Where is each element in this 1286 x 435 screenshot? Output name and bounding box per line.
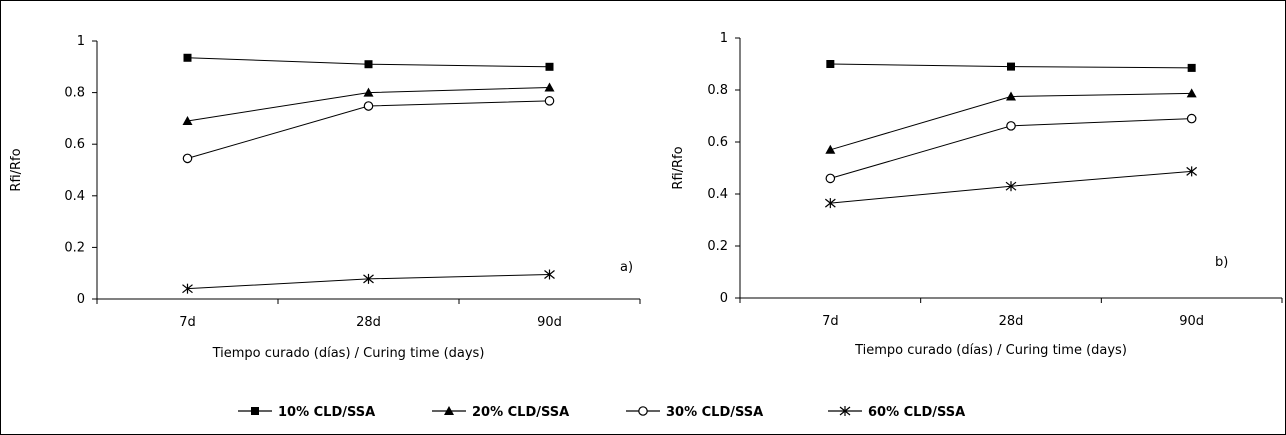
chart-panel-a: 0 0.2 0.4 0.6 0.8 1 7d 28d 90d Tiempo curado (día… xyxy=(9,34,641,361)
data-point-square xyxy=(1187,63,1196,72)
series-star xyxy=(182,269,555,294)
x-tick-label: 28d xyxy=(999,314,1024,329)
series-square xyxy=(183,53,554,71)
y-tick-label: 0.8 xyxy=(64,86,85,101)
y-tick-label: 0.6 xyxy=(64,137,85,152)
series-star xyxy=(824,166,1198,209)
legend-label: 60% CLD/SSA xyxy=(868,405,965,420)
data-point-circle xyxy=(182,153,193,164)
data-point-square xyxy=(1007,62,1015,71)
data-point-star xyxy=(182,283,193,294)
data-point-triangle xyxy=(182,115,193,125)
data-point-star xyxy=(1186,166,1198,177)
series-circle xyxy=(825,113,1197,184)
y-tick-label: 0.2 xyxy=(64,240,85,255)
y-tick-label: 0.4 xyxy=(64,189,85,204)
legend-item: 10% CLD/SSA xyxy=(238,405,375,420)
panel-label: a) xyxy=(620,260,633,275)
data-point-triangle xyxy=(544,82,555,92)
y-tick-label: 1 xyxy=(77,34,85,49)
chart-panel-b: 0 0.2 0.4 0.6 0.8 1 7d 28d 90d Tiempo curado (día… xyxy=(671,31,1283,358)
legend-marker-circle xyxy=(638,406,648,416)
series-circle xyxy=(182,96,555,164)
legend-marker-triangle xyxy=(444,406,454,415)
legend-label: 30% CLD/SSA xyxy=(666,405,763,420)
x-tick-label: 28d xyxy=(356,315,381,330)
data-point-star xyxy=(1005,181,1017,192)
data-point-triangle xyxy=(1186,88,1197,98)
legend-marker-square xyxy=(251,407,259,415)
data-point-square xyxy=(183,53,192,62)
legend: 10% CLD/SSA 20% CLD/SSA 30% CLD/SSA 60% CLD… xyxy=(238,405,965,420)
x-tick-label: 7d xyxy=(822,314,839,329)
data-point-star xyxy=(363,273,374,284)
legend-label: 20% CLD/SSA xyxy=(472,405,569,420)
data-point-square xyxy=(545,62,554,71)
y-tick-label: 0 xyxy=(77,292,85,307)
y-tick-label: 1 xyxy=(720,31,728,46)
y-tick-label: 0.8 xyxy=(707,83,728,98)
series-triangle xyxy=(182,82,555,125)
data-point-square xyxy=(826,60,835,68)
legend-label: 10% CLD/SSA xyxy=(278,405,375,420)
x-axis-title: Tiempo curado (días) / Curing time (days… xyxy=(212,346,485,361)
data-point-circle xyxy=(1006,121,1016,131)
x-tick-label: 7d xyxy=(179,315,196,330)
legend-item: 30% CLD/SSA xyxy=(626,405,763,420)
legend-item: 20% CLD/SSA xyxy=(432,405,569,420)
data-point-circle xyxy=(544,96,555,106)
x-tick-label: 90d xyxy=(537,315,562,330)
y-tick-label: 0 xyxy=(720,291,728,306)
data-point-star xyxy=(824,198,836,209)
data-point-circle xyxy=(363,101,374,111)
data-point-triangle xyxy=(825,144,836,154)
legend-item: 60% CLD/SSA xyxy=(828,405,965,420)
y-axis-title: Rfi/Rfo xyxy=(671,146,686,189)
series-square xyxy=(826,60,1196,72)
y-tick-label: 0.4 xyxy=(707,187,728,202)
panel-label: b) xyxy=(1215,255,1228,270)
data-point-circle xyxy=(1186,113,1197,124)
x-tick-label: 90d xyxy=(1179,314,1204,329)
data-point-square xyxy=(364,60,373,69)
data-point-triangle xyxy=(1006,91,1016,101)
data-point-triangle xyxy=(363,87,374,97)
y-axis-title: Rfi/Rfo xyxy=(9,148,24,191)
x-axis-title: Tiempo curado (días) / Curing time (days… xyxy=(854,343,1127,358)
legend-marker-star xyxy=(839,406,851,416)
y-tick-label: 0.2 xyxy=(707,239,728,254)
series-triangle xyxy=(825,88,1197,154)
data-point-star xyxy=(544,269,555,280)
data-point-circle xyxy=(825,173,836,184)
y-tick-label: 0.6 xyxy=(707,135,728,150)
chart-panels: 0 0.2 0.4 0.6 0.8 1 7d 28d 90d Tiempo curado (día… xyxy=(9,31,1283,361)
